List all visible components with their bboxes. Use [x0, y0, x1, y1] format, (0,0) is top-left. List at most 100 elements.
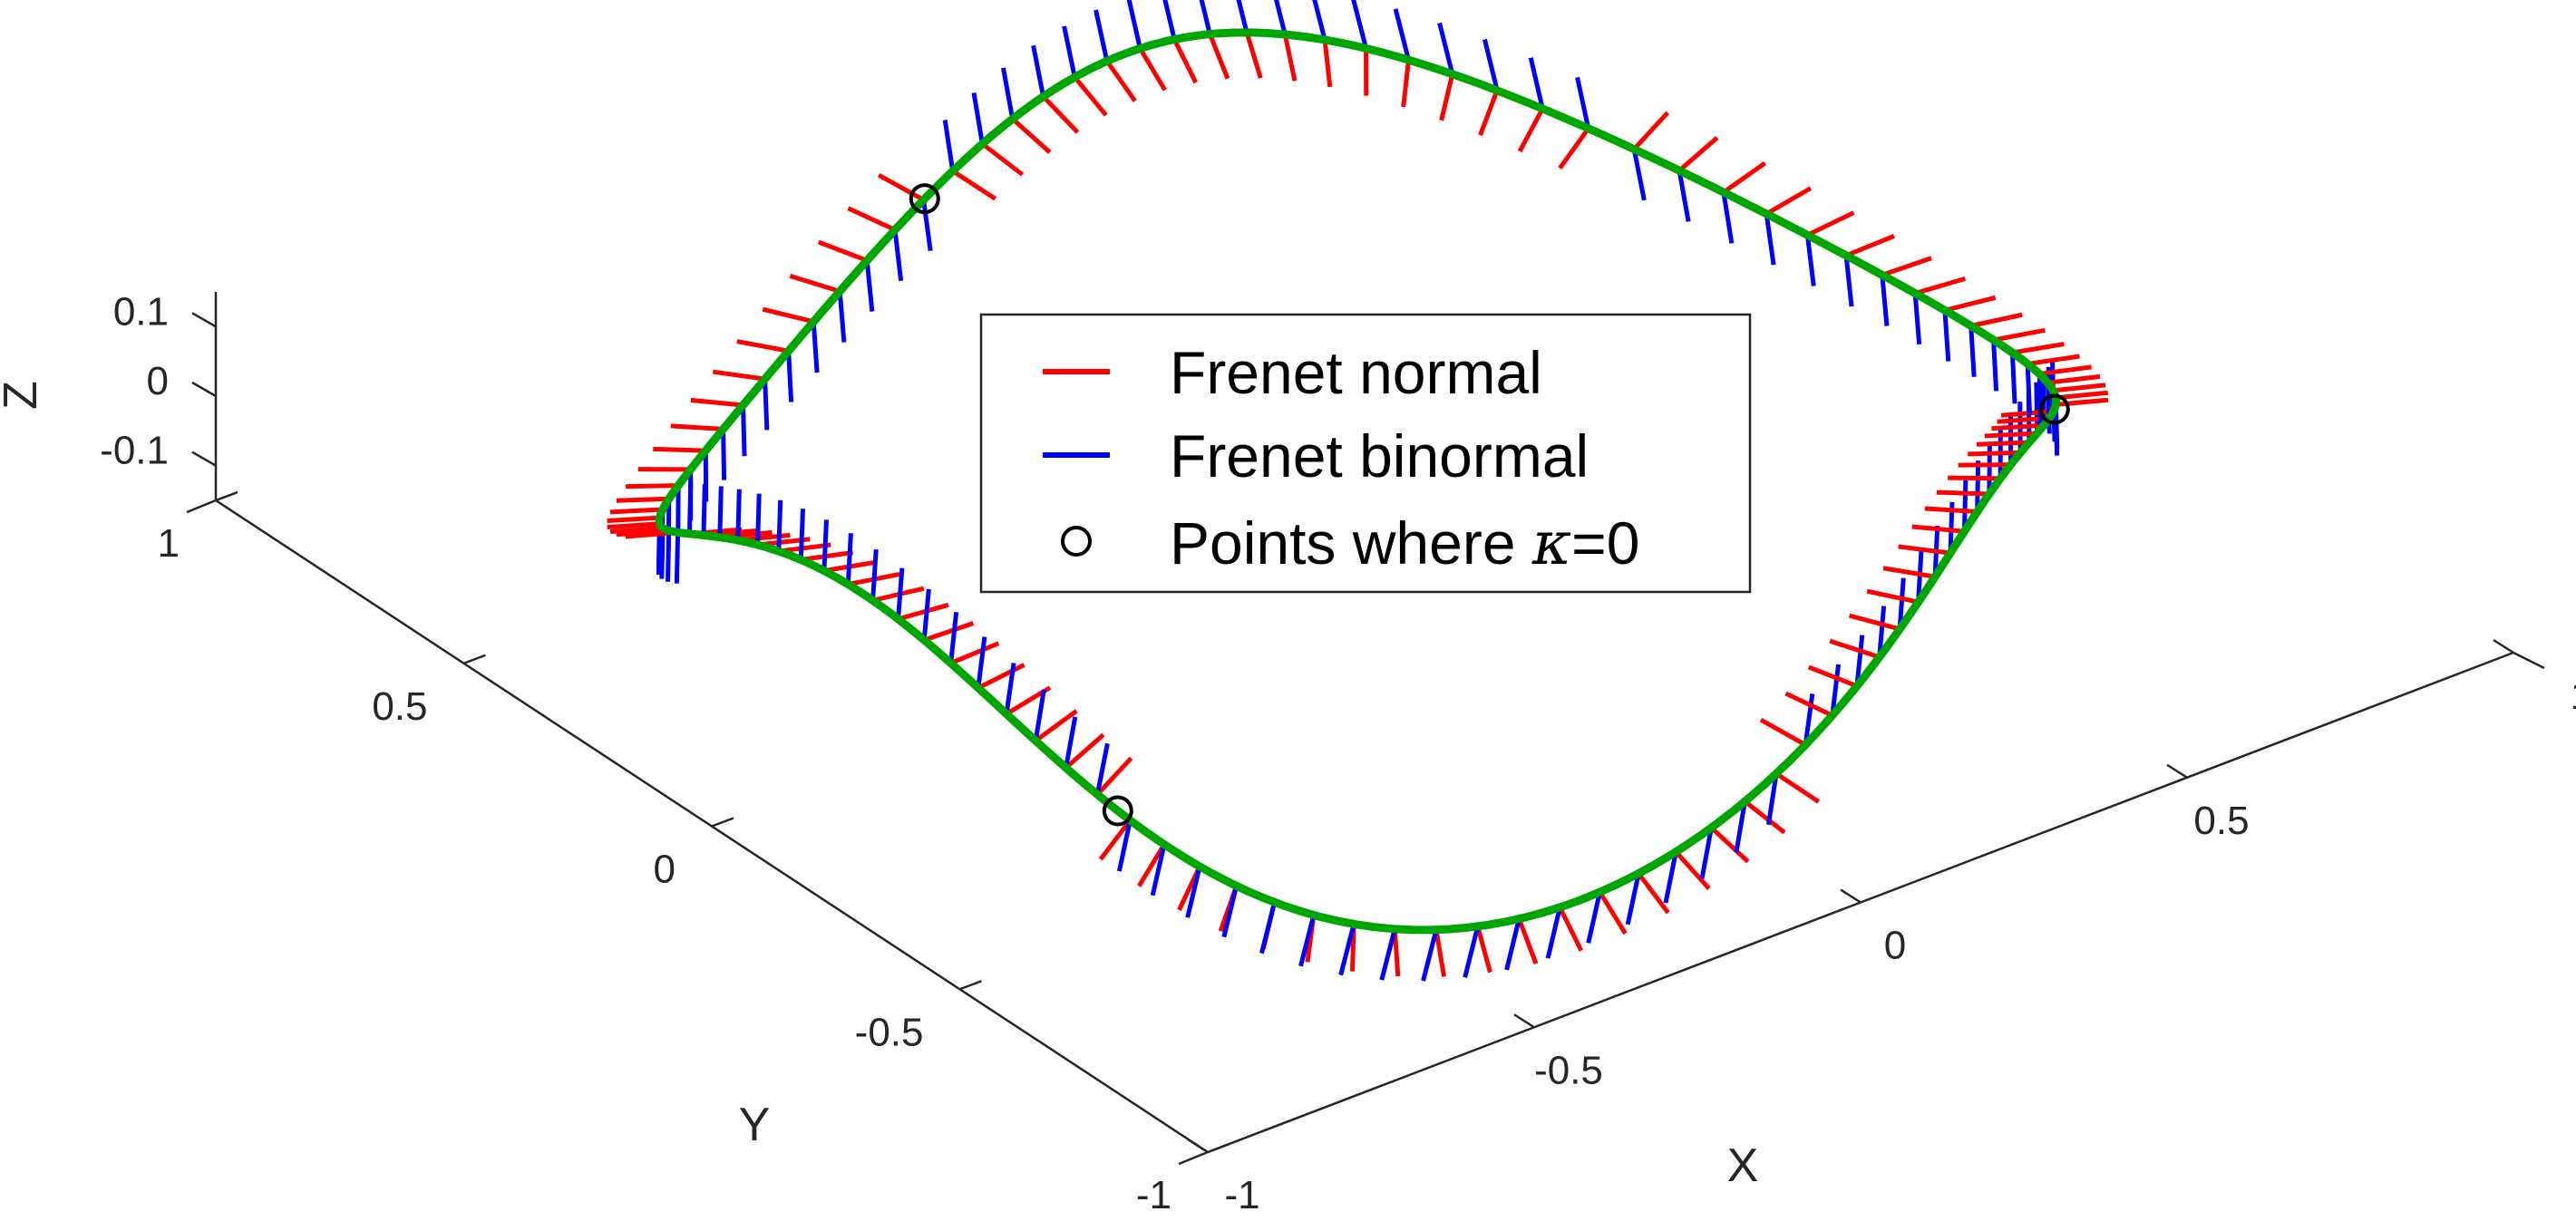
- frenet-normal-segment: [1598, 890, 1628, 935]
- frenet-normal-segment: [607, 515, 660, 523]
- frenet-binormal-segment: [1162, 0, 1177, 41]
- frenet-binormal-segment: [2036, 373, 2044, 425]
- frenet-normal-segment: [626, 483, 679, 489]
- frenet-normal-segment: [1401, 59, 1412, 108]
- frenet-binormal-segment: [921, 588, 931, 641]
- frenet-normal-segment: [609, 525, 664, 534]
- frenet-normal-segment: [690, 397, 744, 408]
- frenet-normal-segment: [736, 339, 790, 354]
- y-tick-mark: [711, 817, 734, 828]
- x-tick-label: 0.5: [2193, 799, 2249, 843]
- z-axis-label: Z: [0, 381, 47, 410]
- frenet-binormal-segment: [1677, 170, 1691, 222]
- frenet-binormal-segment: [1765, 773, 1779, 826]
- frenet-normal-segment: [2047, 373, 2101, 385]
- frenet-normal-segment: [1866, 588, 1920, 605]
- frenet-binormal-segment: [1312, 0, 1327, 41]
- frenet-binormal-segment: [1803, 693, 1815, 745]
- legend-normal-label: Frenet normal: [1170, 339, 1542, 406]
- frenet-binormal-segment: [1150, 844, 1167, 897]
- frenet-binormal-segment: [786, 351, 794, 402]
- frenet-normal-segment: [1244, 32, 1263, 79]
- frenet-normal-segment: [2000, 409, 2055, 418]
- frenet-binormal-segment: [1126, 0, 1142, 49]
- frenet-binormal-segment: [821, 519, 829, 571]
- frenet-normal-segment: [1759, 717, 1807, 747]
- frenet-binormal-segment: [1001, 67, 1016, 120]
- frenet-binormal-segment: [1912, 293, 1922, 345]
- frenet-binormal-segment: [1031, 44, 1046, 97]
- legend: Frenet normal Frenet binormal Points whe…: [979, 313, 1752, 594]
- frenet-binormal-segment: [1463, 926, 1481, 978]
- frenet-binormal-segment: [921, 199, 933, 252]
- frenet-normal-segment: [1784, 691, 1833, 718]
- z-tick-mark: [191, 451, 217, 467]
- frenet-binormal-segment: [717, 486, 724, 538]
- frenet-normal-segment: [817, 239, 869, 263]
- frenet-normal-segment: [1632, 111, 1670, 151]
- kappa-zero-point: [2038, 393, 2070, 425]
- z-tick-label: 0.1: [113, 289, 169, 334]
- frenet-binormal-segment: [948, 612, 959, 664]
- frenet-binormal-segment: [1482, 38, 1500, 92]
- frenet-binormal-segment: [870, 548, 879, 601]
- frenet-binormal-segment: [776, 499, 783, 552]
- frenet-binormal-segment: [1064, 716, 1078, 769]
- frenet-binormal-segment: [1274, 0, 1288, 35]
- frenet-normal-segment: [1709, 826, 1750, 864]
- frenet-normal-segment: [1558, 127, 1590, 170]
- frenet-normal-segment: [1475, 926, 1492, 974]
- frenet-binormal-segment: [686, 482, 694, 534]
- frenet-binormal-segment: [892, 229, 904, 282]
- y-axis-end-tick: [1178, 1150, 1209, 1166]
- frenet-normal-segment: [1924, 506, 1978, 514]
- frenet-binormal-segment: [1116, 819, 1132, 872]
- frenet-binormal-segment: [1877, 606, 1887, 658]
- frenet-binormal-segment: [1338, 923, 1356, 976]
- frenet-normal-segment: [1677, 136, 1719, 173]
- frenet-binormal-segment: [1663, 851, 1678, 904]
- frenet-binormal-segment: [2009, 352, 2017, 404]
- legend-marker-swatch: [1061, 526, 1092, 557]
- y-tick-label: 0: [654, 848, 676, 892]
- frenet-binormal-segment: [665, 530, 672, 582]
- frenet-normal-segment: [1848, 613, 1900, 632]
- frenet-normal-segment: [616, 496, 669, 503]
- x-tick-mark: [1840, 888, 1862, 904]
- x-tick-label: -1: [1224, 1173, 1259, 1217]
- y-tick-mark: [959, 980, 982, 991]
- frenet-binormal-segment: [1942, 310, 1951, 362]
- frenet-normal-segment: [1914, 276, 1967, 296]
- frenet-binormal-segment: [1854, 635, 1865, 687]
- frenet-binormal-segment: [1437, 22, 1455, 75]
- frenet-binormal-segment: [1033, 689, 1046, 742]
- frenet-binormal-segment: [896, 567, 905, 620]
- frenet-binormal-segment: [942, 119, 956, 172]
- frenet-binormal-segment: [1351, 0, 1368, 50]
- frenet-binormal-segment: [1094, 9, 1110, 62]
- frenet-normal-segment: [1807, 664, 1858, 689]
- frenet-binormal-segment: [1298, 914, 1317, 967]
- frenet-normal-segment: [1829, 638, 1881, 660]
- x-tick-mark: [2166, 763, 2188, 779]
- frenet-normal-segment: [670, 423, 724, 431]
- frenet-normal-segment: [1674, 850, 1711, 890]
- frenet-binormal-segment: [1393, 8, 1411, 61]
- frenet-binormal-segment: [1545, 906, 1562, 959]
- frenet-normal-segment: [1322, 39, 1333, 88]
- frenet-normal-segment: [1948, 475, 2001, 481]
- frenet-binormal-segment: [1764, 213, 1776, 266]
- frenet-binormal-segment: [1062, 25, 1077, 78]
- frenet-normal-segment: [653, 446, 706, 453]
- x-tick-label: 0: [1884, 924, 1906, 968]
- frenet-normal-segment: [1392, 928, 1401, 977]
- legend-kappa-prefix: Points where: [1170, 509, 1532, 577]
- frenet-binormal-segment: [1421, 929, 1439, 982]
- x-axis-end-tick: [2513, 651, 2545, 670]
- frenet-normal-segment: [1976, 440, 2030, 447]
- frenet-binormal-segment: [811, 321, 820, 373]
- frenet-binormal-segment: [1259, 901, 1278, 955]
- frenet-normal-segment: [1743, 800, 1786, 835]
- z-tick-label: -0.1: [100, 429, 169, 473]
